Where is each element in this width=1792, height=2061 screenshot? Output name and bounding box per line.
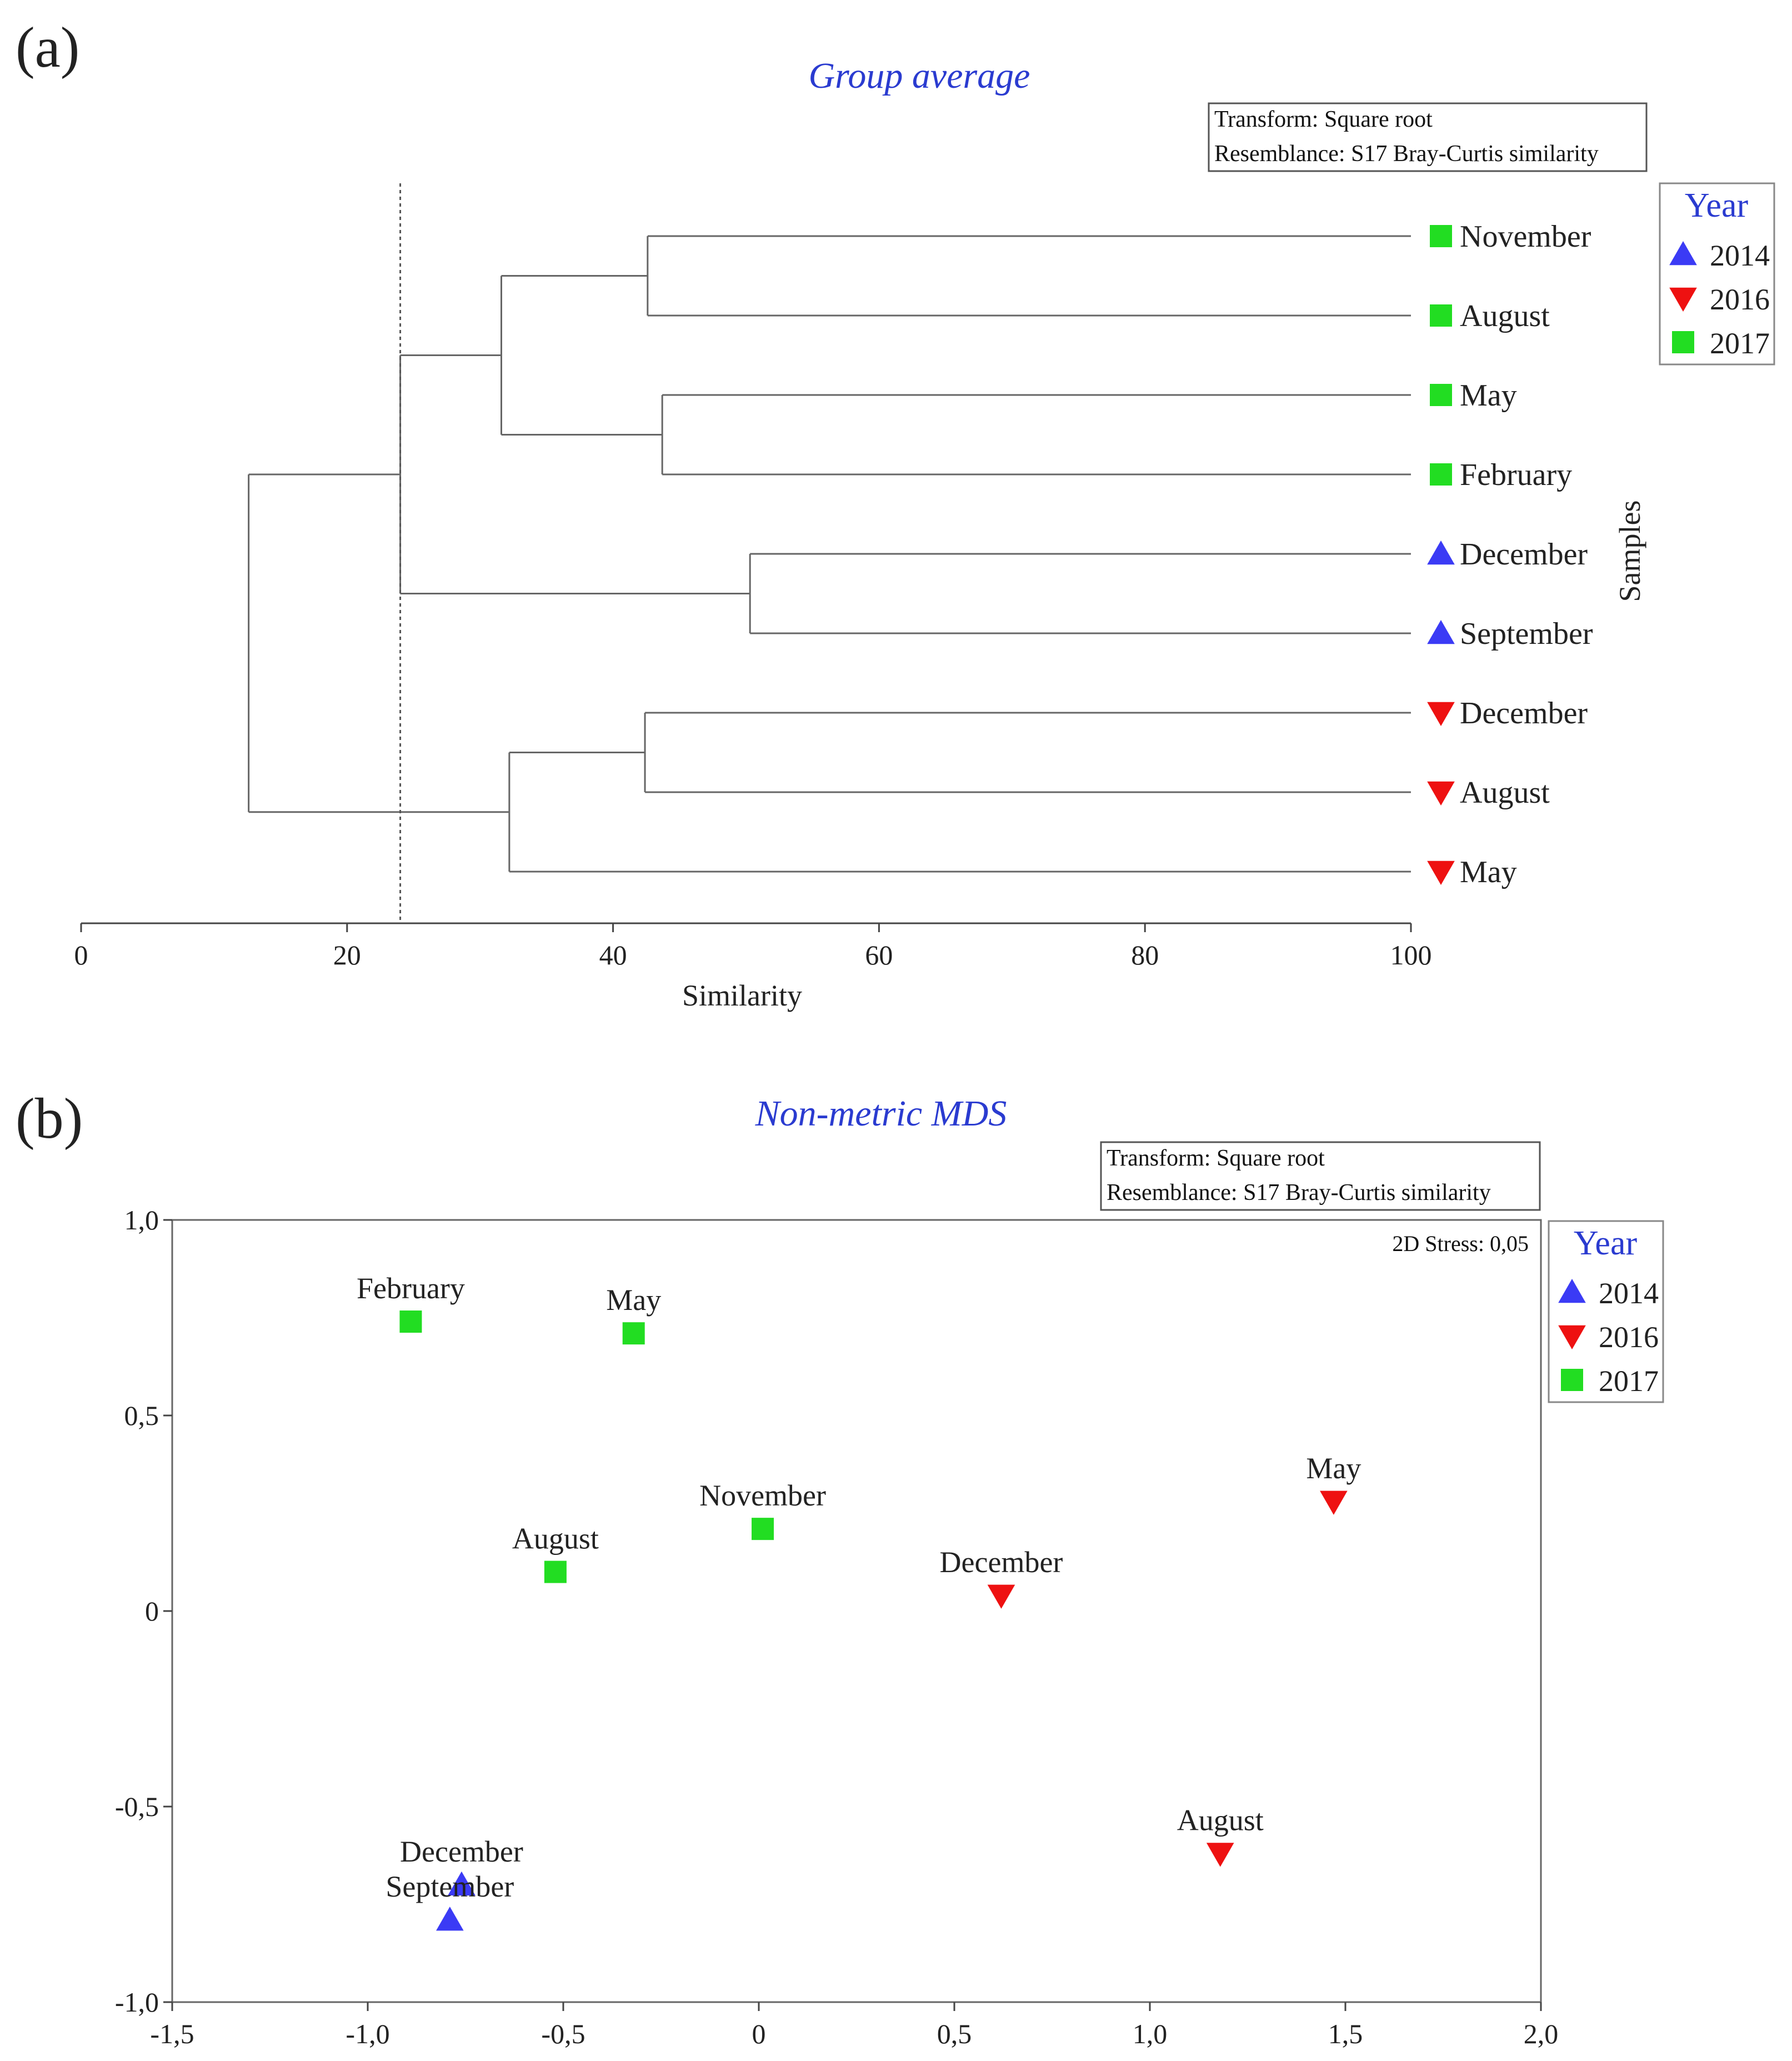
mds-point-label: September (386, 1870, 514, 1903)
legend-title: Year (1685, 187, 1749, 224)
mds-point-label: February (357, 1272, 465, 1305)
leaf-marker (1427, 620, 1455, 644)
mds-y-tick-label: 1,0 (124, 1204, 159, 1235)
similarity-axis: 0 20 40 60 80 100 (74, 922, 1432, 971)
panel-a-label: (a) (16, 16, 79, 79)
leaf-label: February (1460, 458, 1572, 492)
legend-marker-2016 (1669, 287, 1697, 312)
panel-b-label: (b) (16, 1087, 83, 1150)
legend-marker-2017 (1672, 331, 1694, 353)
x-tick-label: 20 (333, 939, 361, 971)
info-resemblance: Resemblance: S17 Bray-Curtis similarity (1214, 141, 1599, 167)
mds-point-marker (1320, 1490, 1348, 1515)
leaf-marker (1430, 463, 1452, 486)
x-tick-label: 80 (1131, 939, 1159, 971)
mds-point-label: December (400, 1835, 523, 1868)
dendrogram-info-box: Transform: Square root Resemblance: S17 … (1208, 102, 1648, 172)
mds-x-tick-label: 0 (752, 2018, 766, 2049)
leaf-marker (1427, 541, 1455, 565)
mds-y-tick-label: -0,5 (115, 1791, 159, 1822)
mds-info-transform: Transform: Square root (1107, 1145, 1325, 1171)
legend-label-2014: 2014 (1599, 1277, 1659, 1310)
leaf-marker (1427, 702, 1455, 726)
dendrogram-legend: Year 2014 2016 2017 (1659, 182, 1775, 366)
y-axis-label: Samples (1613, 501, 1646, 602)
mds-legend-title: Year (1574, 1224, 1638, 1262)
dendrogram-branches (248, 235, 1411, 873)
mds-x-tick-label: 1,5 (1328, 2018, 1363, 2049)
leaf-label: May (1460, 855, 1517, 889)
mds-legend: Year 2014 2016 2017 (1548, 1220, 1664, 1403)
legend-label-2014: 2014 (1710, 239, 1770, 272)
dendrogram-leaves: November August May February December Septemb… (1427, 219, 1593, 889)
dendrogram-title: Group average (809, 56, 1030, 96)
leaf-marker (1430, 304, 1452, 327)
legend-marker-2017 (1561, 1369, 1583, 1391)
info-transform: Transform: Square root (1214, 107, 1433, 132)
mds-point-marker (1206, 1843, 1234, 1867)
mds-title: Non-metric MDS (755, 1093, 1007, 1134)
mds-point-marker (544, 1560, 567, 1583)
mds-point-marker (436, 1907, 464, 1931)
mds-point-label: August (1177, 1803, 1264, 1837)
x-axis-label: Similarity (682, 979, 802, 1012)
mds-y-tick-label: 0 (145, 1595, 159, 1627)
mds-panel: (b) Non-metric MDS Transform: Square roo… (16, 1087, 1664, 2049)
mds-plot-frame (171, 1219, 1542, 2003)
leaf-label: November (1460, 219, 1591, 254)
dendrogram-panel: (a) Group average Transform: Square root… (16, 16, 1775, 1012)
mds-point-marker (399, 1310, 422, 1333)
mds-axes: -1,5 -1,0 -0,5 0 0,5 1,0 1,5 2,01,00,50-0,5-1,0 (115, 1204, 1558, 2049)
mds-info-resemblance: Resemblance: S17 Bray-Curtis similarity (1107, 1180, 1491, 1205)
leaf-label: December (1460, 696, 1588, 731)
mds-point-marker (987, 1584, 1015, 1609)
leaf-label: August (1460, 299, 1550, 333)
x-tick-label: 40 (599, 939, 627, 971)
mds-x-tick-label: 0,5 (937, 2018, 972, 2049)
mds-point-label: May (1306, 1452, 1361, 1485)
legend-label-2017: 2017 (1710, 327, 1770, 360)
x-tick-label: 100 (1390, 939, 1432, 971)
mds-y-tick-label: -1,0 (115, 1987, 159, 2018)
x-tick-label: 0 (74, 939, 88, 971)
legend-marker-2014 (1558, 1279, 1586, 1303)
mds-point-marker (752, 1518, 774, 1540)
legend-label-2016: 2016 (1599, 1320, 1659, 1354)
leaf-marker (1430, 225, 1452, 247)
legend-label-2017: 2017 (1599, 1364, 1659, 1398)
mds-x-tick-label: -1,5 (150, 2018, 194, 2049)
leaf-marker (1430, 384, 1452, 406)
stress-label: 2D Stress: 0,05 (1392, 1231, 1529, 1256)
mds-x-tick-label: -0,5 (541, 2018, 585, 2049)
mds-point-label: May (606, 1283, 661, 1317)
mds-point-marker (448, 1871, 475, 1895)
mds-point-label: November (699, 1479, 826, 1512)
mds-point-marker (622, 1322, 645, 1345)
x-tick-label: 60 (865, 939, 893, 971)
leaf-marker (1427, 861, 1455, 885)
leaf-marker (1427, 781, 1455, 806)
mds-y-tick-label: 0,5 (124, 1400, 159, 1431)
mds-x-tick-label: 2,0 (1524, 2018, 1559, 2049)
mds-info-box: Transform: Square root Resemblance: S17 … (1100, 1141, 1541, 1211)
mds-x-tick-label: 1,0 (1133, 2018, 1168, 2049)
legend-marker-2016 (1558, 1325, 1586, 1349)
leaf-label: August (1460, 776, 1550, 810)
mds-point-label: December (940, 1545, 1063, 1579)
legend-label-2016: 2016 (1710, 283, 1770, 316)
mds-point-label: August (512, 1522, 599, 1555)
leaf-label: May (1460, 378, 1517, 413)
mds-x-tick-label: -1,0 (346, 2018, 389, 2049)
leaf-label: September (1460, 617, 1593, 651)
mds-points: February May August November December May Augu… (357, 1272, 1361, 1931)
leaf-label: December (1460, 537, 1588, 572)
legend-marker-2014 (1669, 241, 1697, 266)
